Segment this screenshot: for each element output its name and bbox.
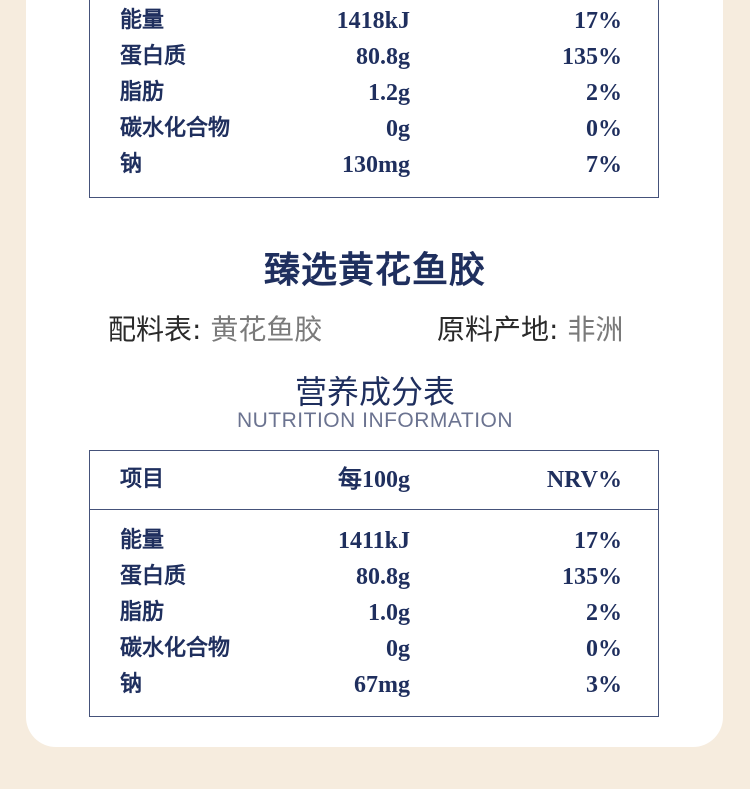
table-row: 能量 1418kJ 17%: [90, 3, 658, 39]
nutrient-name: 钠: [120, 152, 143, 177]
nutrient-name: 蛋白质: [120, 44, 187, 69]
nutrient-nrv: 3%: [586, 672, 622, 698]
nutrient-nrv: 135%: [562, 564, 622, 590]
table-row: 碳水化合物 0g 0%: [90, 111, 658, 147]
nutrition-table-previous: 能量 1418kJ 17% 蛋白质 80.8g 135% 脂肪 1.2g 2% …: [89, 0, 659, 198]
nutrient-value: 130mg: [342, 152, 410, 178]
nutrient-value: 0g: [386, 636, 410, 662]
nutrient-value: 80.8g: [356, 44, 410, 70]
table-row: 脂肪 1.0g 2%: [90, 595, 658, 631]
nutrient-value: 1418kJ: [336, 8, 410, 34]
ingredients-value: 黄花鱼胶: [210, 313, 323, 346]
nutrient-name: 蛋白质: [120, 564, 187, 589]
nutrient-name: 碳水化合物: [120, 116, 231, 141]
nutrient-name: 钠: [120, 672, 143, 697]
nutrient-nrv: 0%: [586, 636, 622, 662]
table-row: 能量 1411kJ 17%: [90, 523, 658, 559]
nutrient-nrv: 135%: [562, 44, 622, 70]
header-row: 项目 每100g NRV%: [90, 462, 658, 498]
header-per-100g: 每100g: [338, 467, 410, 493]
nutrient-nrv: 2%: [586, 80, 622, 106]
nutrient-value: 67mg: [354, 672, 410, 698]
ingredients-line: 配料表: 黄花鱼胶: [108, 308, 322, 348]
origin-line: 原料产地: 非洲: [437, 308, 623, 348]
nutrient-nrv: 2%: [586, 600, 622, 626]
product-title: 臻选黄花鱼胶: [263, 250, 486, 291]
content-card: [26, 0, 723, 747]
nutrient-nrv: 7%: [586, 152, 622, 178]
header-nrv: NRV%: [546, 467, 622, 493]
table-row: 蛋白质 80.8g 135%: [90, 559, 658, 595]
nutrient-value: 1411kJ: [337, 528, 410, 554]
nutrition-heading: 营养成分表: [294, 373, 455, 411]
table-header: 项目 每100g NRV%: [90, 451, 658, 510]
nutrient-name: 能量: [120, 528, 165, 553]
table-row: 脂肪 1.2g 2%: [90, 75, 658, 111]
nutrient-value: 1.2g: [368, 80, 410, 106]
nutrient-name: 碳水化合物: [120, 636, 231, 661]
table-row: 蛋白质 80.8g 135%: [90, 39, 658, 75]
table-row: 碳水化合物 0g 0%: [90, 631, 658, 667]
nutrient-nrv: 0%: [586, 116, 622, 142]
nutrient-name: 能量: [120, 8, 165, 33]
nutrient-value: 0g: [386, 116, 410, 142]
nutrient-nrv: 17%: [574, 528, 622, 554]
nutrition-table: 项目 每100g NRV% 能量 1411kJ 17% 蛋白质 80.8g 13…: [89, 450, 659, 717]
nutrient-nrv: 17%: [574, 8, 622, 34]
nutrient-value: 80.8g: [356, 564, 410, 590]
table-row: 钠 130mg 7%: [90, 147, 658, 183]
origin-value: 非洲: [567, 313, 624, 346]
nutrient-name: 脂肪: [120, 600, 165, 625]
nutrient-value: 1.0g: [368, 600, 410, 626]
table-row: 钠 67mg 3%: [90, 667, 658, 703]
header-item: 项目: [120, 467, 165, 492]
nutrient-name: 脂肪: [120, 80, 165, 105]
ingredients-label: 配料表:: [108, 313, 202, 346]
origin-label: 原料产地:: [437, 313, 559, 346]
nutrition-subheading: NUTRITION INFORMATION: [236, 409, 514, 432]
